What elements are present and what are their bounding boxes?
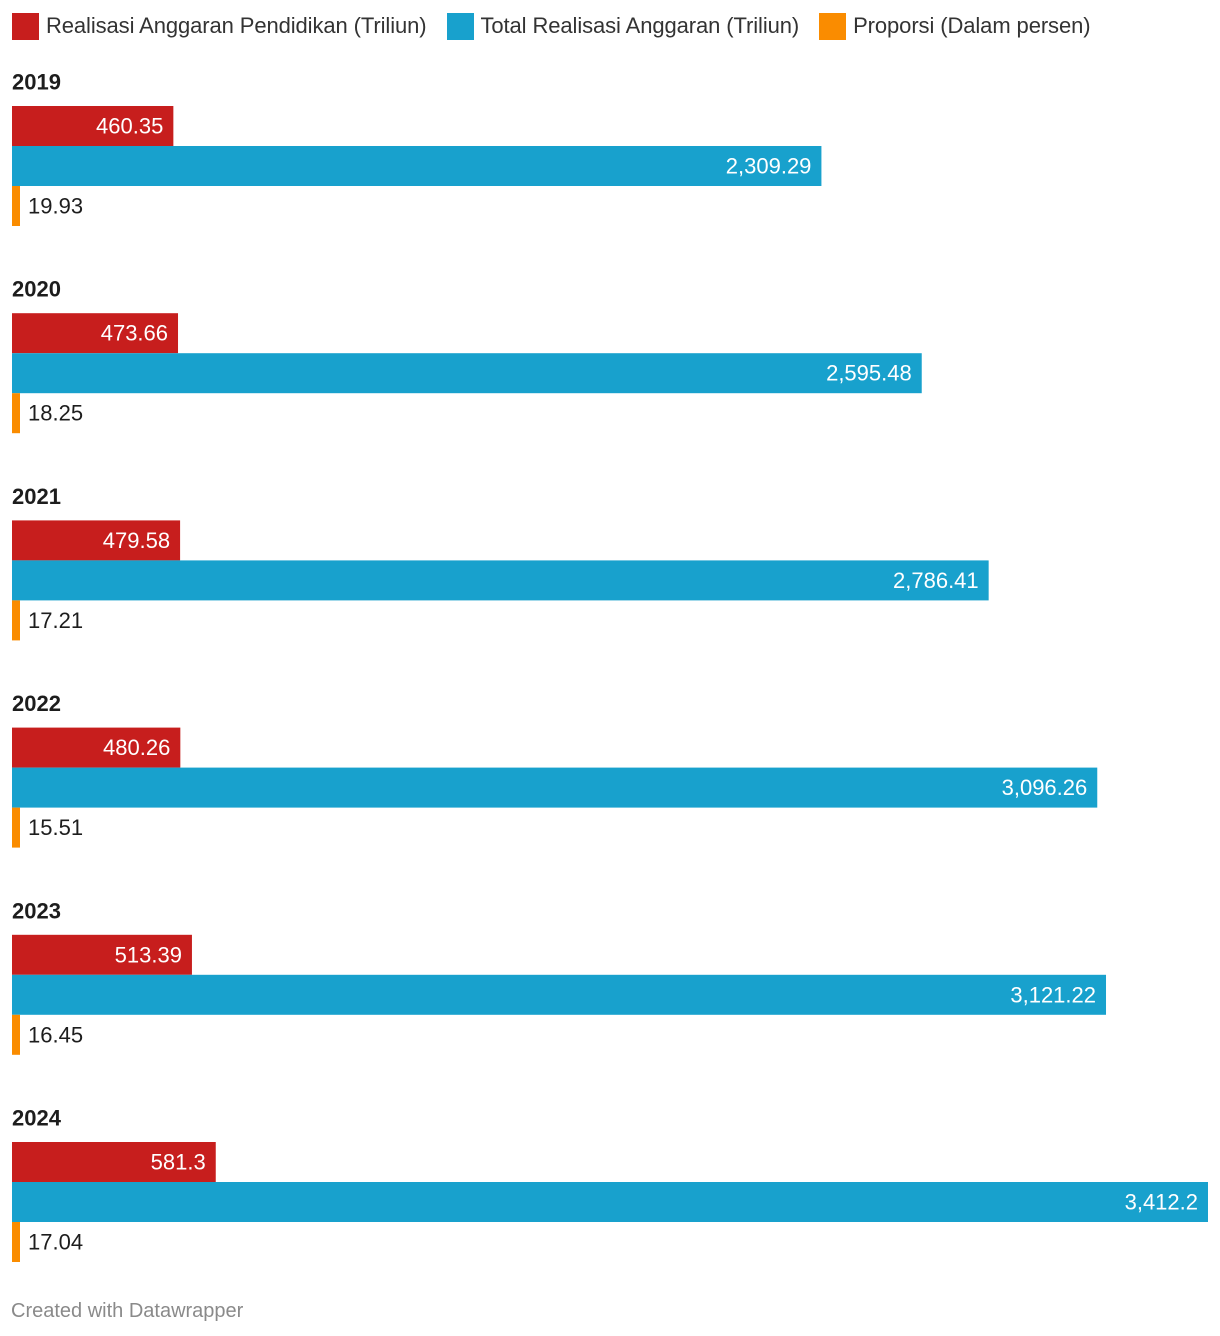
legend-label: Realisasi Anggaran Pendidikan (Triliun)	[46, 13, 427, 38]
bar	[12, 767, 1098, 808]
bar-value-label: 16.45	[28, 1022, 83, 1047]
bar	[12, 146, 822, 186]
bar-value-label: 15.51	[28, 815, 83, 840]
category-label: 2021	[12, 484, 61, 509]
bar-value-label: 479.58	[103, 528, 170, 553]
legend-swatch	[819, 12, 847, 40]
bar	[12, 1014, 20, 1055]
bar	[12, 1182, 1208, 1222]
bar	[12, 934, 192, 975]
bar-value-label: 2,786.41	[893, 568, 979, 593]
bar	[12, 1222, 20, 1262]
bar	[12, 186, 20, 226]
bar	[12, 353, 922, 394]
legend-swatch	[446, 12, 474, 40]
bar-value-label: 17.21	[28, 608, 83, 633]
legend-swatch	[12, 12, 39, 40]
legend-label: Proporsi (Dalam persen)	[853, 13, 1091, 38]
bar-value-label: 19.93	[28, 194, 83, 219]
bar-value-label: 581.3	[151, 1150, 206, 1175]
bar-value-label: 460.35	[96, 114, 163, 139]
bar-value-label: 3,412.2	[1125, 1190, 1198, 1215]
legend-item: Proporsi (Dalam persen)	[819, 12, 1091, 40]
bar-value-label: 2,309.29	[726, 154, 812, 179]
chart-legend: Realisasi Anggaran Pendidikan (Triliun) T…	[12, 11, 1110, 41]
bar	[12, 727, 181, 768]
bar-value-label: 513.39	[115, 942, 182, 967]
bar	[12, 807, 20, 848]
bar-value-label: 17.04	[28, 1230, 83, 1255]
bar	[12, 106, 174, 146]
chart-credit: Created with Datawrapper	[11, 1300, 244, 1322]
bar-value-label: 473.66	[101, 321, 168, 346]
category-label: 2020	[12, 277, 61, 302]
bar	[12, 600, 20, 641]
bar	[12, 1142, 216, 1182]
grouped-bar-chart: 2019 460.35 2,309.29 19.93 2020 473.66 2,595.4…	[12, 70, 1208, 1262]
bar	[12, 560, 989, 601]
bar-value-label: 3,096.26	[1002, 775, 1088, 800]
category-label: 2023	[12, 898, 61, 923]
bar-value-label: 480.26	[103, 735, 170, 760]
bar-value-label: 18.25	[28, 401, 83, 426]
category-label: 2022	[12, 691, 61, 716]
bar	[12, 520, 181, 561]
category-label: 2024	[12, 1106, 62, 1131]
bar-value-label: 2,595.48	[826, 361, 912, 386]
category-label: 2019	[12, 70, 61, 95]
legend-item: Total Realisasi Anggaran (Triliun)	[446, 12, 800, 40]
bar	[12, 313, 179, 354]
bar	[12, 393, 20, 434]
bar	[12, 974, 1107, 1015]
legend-item: Realisasi Anggaran Pendidikan (Triliun)	[12, 12, 427, 40]
legend-label: Total Realisasi Anggaran (Triliun)	[480, 13, 800, 38]
bar-value-label: 3,121.22	[1010, 982, 1096, 1007]
